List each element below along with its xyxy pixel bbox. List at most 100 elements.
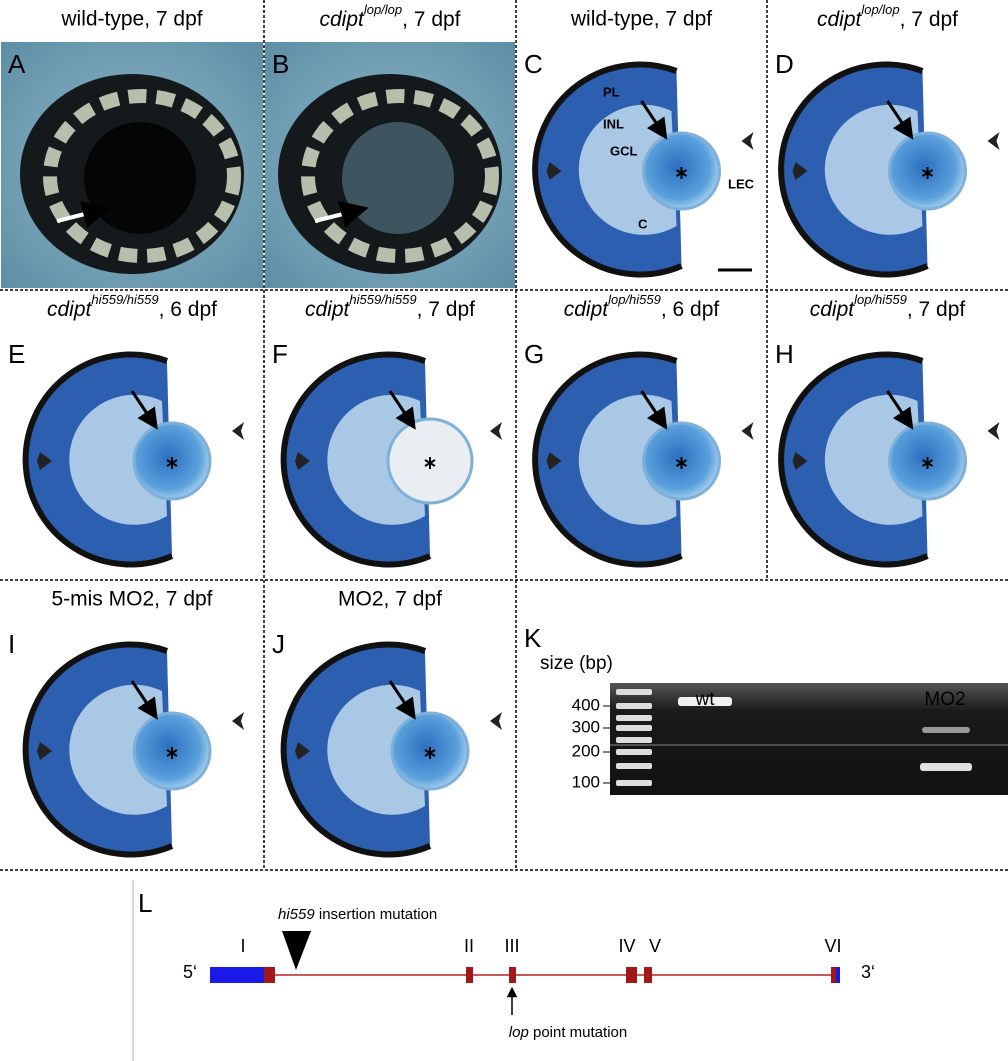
gene-name: cdipt [817,8,863,31]
panel-letter: K [524,623,542,653]
exon-label: V [649,936,661,956]
exon-label: VI [824,936,841,956]
ladder-band [616,737,652,743]
panel-letter: C [524,49,543,79]
exon [626,967,637,983]
panel-letter: F [272,339,288,369]
exon [466,967,473,983]
allele: lop [509,1024,529,1041]
ladder-band [616,749,652,755]
panel-letter: J [272,629,285,659]
utr [210,967,265,983]
panel-letter: D [775,49,794,79]
panel-title: cdiptlop/hi559, 7 dpf [810,292,966,320]
ladder-band [616,725,652,731]
panel-title: cdipthi559/hi559, 6 dpf [47,292,217,320]
panel-letter: L [138,888,152,918]
insertion-label: hi559 insertion mutation [278,906,437,923]
pupil [342,122,454,234]
gene-name: cdipt [47,298,93,321]
panel-title: wild-type, 7 dpf [60,8,202,31]
ladder-size: 200 [572,741,600,760]
ladder-band [616,689,652,695]
allele: lop/lop [364,2,402,17]
ladder-size: 100 [572,772,600,791]
ladder-band [616,703,652,709]
panel: cdiptlop/hi559, 7 dpf H [768,292,1007,578]
panel-letter: H [775,339,794,369]
ladder-size: 300 [572,717,600,736]
layer-label: INL [603,116,624,131]
stage: , 6 dpf [661,298,720,321]
page: wild-type, 7 dpfAcdiptlop/lop, 7 dpfBwil… [0,0,1008,1061]
stage: , 7 dpf [402,8,461,31]
panel-title: cdiptlop/hi559, 6 dpf [564,292,720,320]
gene-name: cdipt [810,298,856,321]
panel-title: cdiptlop/lop, 7 dpf [319,2,460,30]
exon [644,967,652,983]
band [922,727,970,733]
lane-label: MO2 [924,689,965,710]
point-label: lop point mutation [509,1024,627,1041]
ladder-band [616,780,652,786]
panel-title: cdiptlop/lop, 7 dpf [817,2,958,30]
panel-letter: E [8,339,25,369]
panel-letter: G [524,339,544,369]
panel-letter: B [272,49,289,79]
panel-letter: A [8,49,26,79]
layer-label: GCL [610,143,638,158]
panel: MO2, 7 dpf J [265,588,515,868]
exon-label: IV [618,936,635,956]
allele: hi559 [278,906,315,923]
insertion-site [282,931,311,970]
end-label: 3‘ [861,962,875,982]
exon [264,967,275,983]
gene-name: cdipt [319,8,365,31]
layer-label: C [638,216,648,231]
exon-label: II [464,936,474,956]
panel-title: cdipthi559/hi559, 7 dpf [305,292,475,320]
panel: wild-type, 7 dpf A [1,8,263,288]
panel: wild-type, 7 dpf C PL INL GCL LEC C [517,8,766,288]
layer-label: PL [603,84,620,99]
label-text: point mutation [529,1024,627,1041]
pupil [84,122,196,234]
panel: 5-mis MO2, 7 dpf I [1,588,263,868]
gene-name: cdipt [305,298,351,321]
exon [831,967,836,983]
exon-label: III [504,936,519,956]
panel: cdiptlop/lop, 7 dpf B [265,2,515,288]
exon [509,967,516,983]
stage: , 7 dpf [907,298,966,321]
panel-title: wild-type, 7 dpf [570,8,712,31]
exon-label: I [240,936,245,956]
ladder-band [616,763,652,769]
lane-label: wt [695,689,716,710]
layer-label: LEC [728,176,755,191]
figure: wild-type, 7 dpfAcdiptlop/lop, 7 dpfBwil… [0,0,1008,1061]
allele: lop/hi559 [854,292,907,307]
panel: cdipthi559/hi559, 6 dpf E [1,292,263,578]
allele: hi559/hi559 [91,292,158,307]
stage: , 7 dpf [900,8,959,31]
ladder-band [616,715,652,721]
end-label: 5‘ [183,962,197,982]
panel: cdiptlop/hi559, 6 dpf G [517,292,766,578]
size-label: size (bp) [540,653,613,674]
panel-title: 5-mis MO2, 7 dpf [51,588,212,611]
panel: cdiptlop/lop, 7 dpf D [768,2,1007,288]
allele: lop/hi559 [608,292,661,307]
label-text: insertion mutation [315,906,438,923]
stage: , 7 dpf [417,298,476,321]
gene-name: cdipt [564,298,610,321]
allele: lop/lop [861,2,899,17]
band [920,763,972,771]
panel-letter: I [8,629,15,659]
panel: cdipthi559/hi559, 7 dpf F [265,292,515,578]
ladder-size: 400 [572,695,600,714]
allele: hi559/hi559 [349,292,416,307]
panel-title: MO2, 7 dpf [338,588,442,611]
stage: , 6 dpf [159,298,218,321]
